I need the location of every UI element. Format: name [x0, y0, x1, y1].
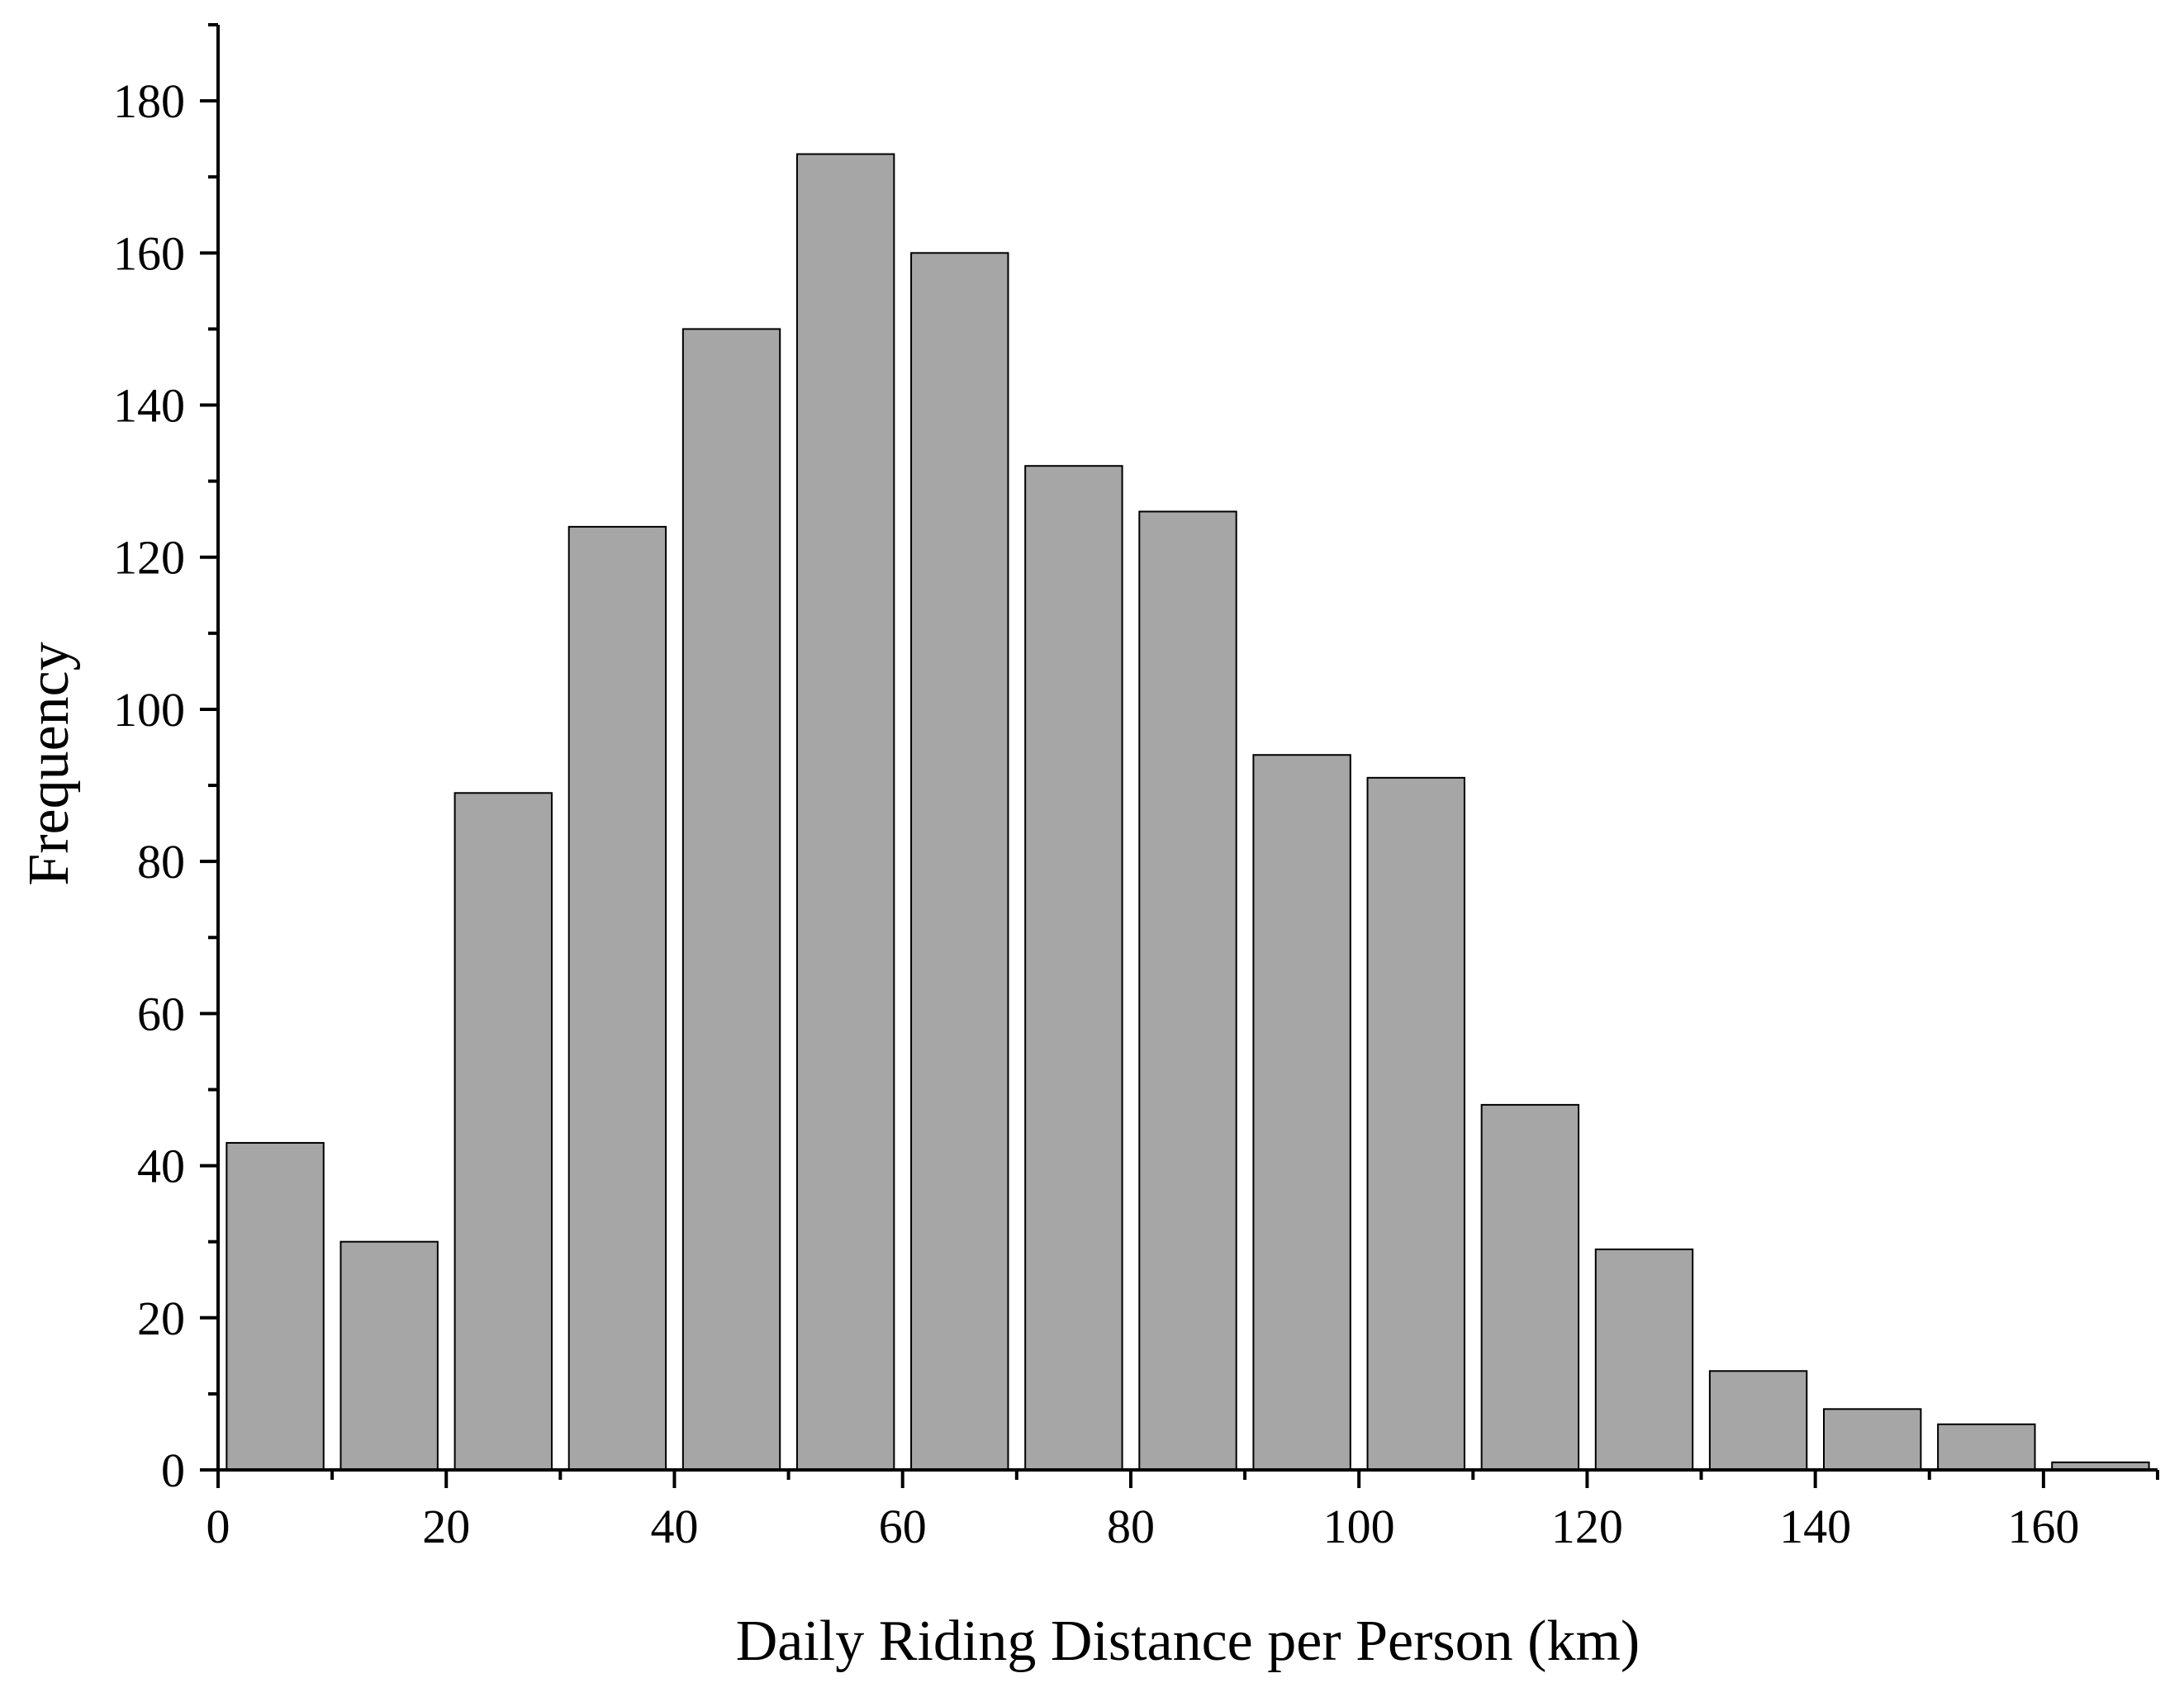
x-tick-label: 0 [207, 1500, 230, 1553]
x-tick-label: 80 [1107, 1500, 1155, 1553]
y-tick-label: 160 [113, 226, 185, 280]
bar-40-50 [681, 328, 781, 1472]
bar-90-100 [1252, 754, 1351, 1471]
x-axis-title: Daily Riding Distance per Person (km) [736, 1609, 1640, 1673]
bar-50-60 [795, 153, 895, 1471]
x-tick-label: 20 [422, 1500, 470, 1553]
bar-100-110 [1366, 776, 1465, 1471]
axes-group [216, 25, 2158, 1472]
y-tick-label: 80 [137, 835, 185, 889]
y-tick-label: 120 [113, 531, 185, 585]
bar-150-160 [1937, 1423, 2036, 1471]
x-tick-label: 140 [1779, 1500, 1851, 1553]
y-tick-label: 40 [137, 1140, 185, 1193]
bar-140-150 [1823, 1408, 1922, 1472]
bar-120-130 [1594, 1248, 1694, 1472]
bar-130-140 [1708, 1370, 1808, 1472]
bar-60-70 [910, 252, 1009, 1471]
x-ticks-group: 0 20 40 60 80 100 120 140 160 [207, 1470, 2159, 1553]
bar-80-90 [1138, 510, 1237, 1472]
x-tick-label: 40 [650, 1500, 698, 1553]
y-tick-label: 180 [113, 74, 185, 128]
x-tick-label: 100 [1323, 1500, 1395, 1553]
y-tick-label: 60 [137, 987, 185, 1040]
bar-0-10 [226, 1141, 325, 1472]
x-tick-label: 160 [2007, 1500, 2079, 1553]
bar-10-20 [339, 1240, 439, 1471]
y-ticks-group: 0 20 40 60 80 100 120 140 160 180 [113, 23, 218, 1497]
bar-30-40 [567, 525, 667, 1471]
bar-70-80 [1024, 465, 1123, 1471]
y-tick-label: 20 [137, 1292, 185, 1345]
bar-20-30 [453, 792, 553, 1471]
x-tick-label: 120 [1551, 1500, 1623, 1553]
y-tick-label: 0 [161, 1443, 185, 1497]
x-tick-label: 60 [879, 1500, 927, 1553]
y-tick-label: 100 [113, 683, 185, 737]
bar-110-120 [1480, 1103, 1580, 1472]
bars-group [226, 153, 2150, 1472]
y-axis-title: Frequency [17, 642, 81, 885]
y-tick-label: 140 [113, 379, 185, 433]
